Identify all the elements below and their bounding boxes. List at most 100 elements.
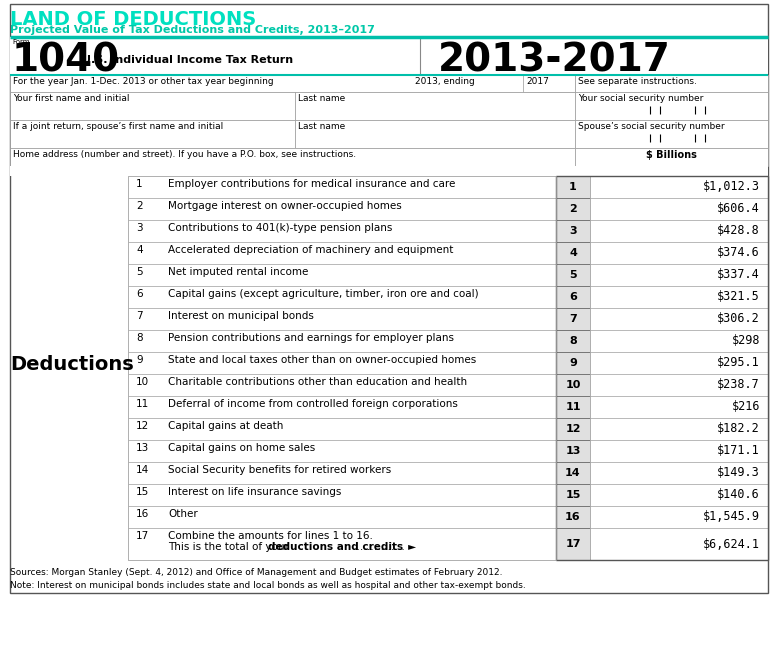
Bar (556, 506, 590, 528)
Text: $1,012.3: $1,012.3 (703, 181, 760, 194)
Bar (556, 330, 590, 352)
Text: Capital gains at death: Capital gains at death (168, 421, 283, 431)
Bar (590, 396, 768, 418)
Text: 3: 3 (136, 223, 142, 233)
Text: 6: 6 (136, 289, 142, 299)
Text: $1,545.9: $1,545.9 (703, 511, 760, 523)
Bar (10, 148, 575, 166)
Bar (128, 308, 556, 330)
Bar (556, 462, 590, 484)
Text: This is the total of your: This is the total of your (168, 542, 292, 552)
Bar (10, 37, 768, 75)
Text: $606.4: $606.4 (717, 202, 760, 216)
Text: Mortgage interest on owner-occupied homes: Mortgage interest on owner-occupied home… (168, 201, 401, 211)
Text: 12: 12 (566, 424, 580, 434)
Bar (128, 176, 556, 198)
Bar (128, 462, 556, 484)
Bar (556, 352, 590, 374)
Text: 9: 9 (136, 355, 142, 365)
Bar (590, 352, 768, 374)
Text: Capital gains (except agriculture, timber, iron ore and coal): Capital gains (except agriculture, timbe… (168, 289, 478, 299)
Text: 16: 16 (565, 512, 581, 522)
Text: Charitable contributions other than education and health: Charitable contributions other than educ… (168, 377, 467, 387)
Text: 2013, ending: 2013, ending (415, 77, 475, 86)
Text: Social Security benefits for retired workers: Social Security benefits for retired wor… (168, 465, 391, 475)
Bar (556, 242, 590, 264)
Text: 17: 17 (136, 531, 149, 541)
Text: 17: 17 (566, 539, 580, 549)
Bar (575, 92, 768, 120)
Bar (575, 148, 768, 166)
Bar (556, 220, 590, 242)
Text: U.S. Individual Income Tax Return: U.S. Individual Income Tax Return (82, 55, 293, 65)
Bar (556, 264, 590, 286)
Text: 8: 8 (136, 333, 142, 343)
Text: $140.6: $140.6 (717, 489, 760, 501)
Text: $298: $298 (731, 335, 760, 347)
Bar (128, 484, 556, 506)
Text: Your social security number: Your social security number (578, 94, 703, 103)
Text: Interest on life insurance savings: Interest on life insurance savings (168, 487, 342, 497)
Text: 10: 10 (136, 377, 149, 387)
Bar (590, 198, 768, 220)
Text: Deferral of income from controlled foreign corporations: Deferral of income from controlled forei… (168, 399, 458, 409)
Bar (590, 264, 768, 286)
Text: Spouse’s social security number: Spouse’s social security number (578, 122, 724, 131)
Text: Combine the amounts for lines 1 to 16.: Combine the amounts for lines 1 to 16. (168, 531, 373, 541)
Text: Net imputed rental income: Net imputed rental income (168, 267, 308, 277)
Text: Interest on municipal bonds: Interest on municipal bonds (168, 311, 314, 321)
Text: Last name: Last name (298, 94, 345, 103)
Text: $337.4: $337.4 (717, 269, 760, 282)
Bar (590, 242, 768, 264)
Text: 11: 11 (566, 402, 580, 412)
Bar (590, 308, 768, 330)
Text: $6,624.1: $6,624.1 (703, 538, 760, 550)
Bar (575, 75, 768, 92)
Text: 1: 1 (136, 179, 142, 189)
Text: 4: 4 (136, 245, 142, 255)
Bar (128, 506, 556, 528)
Bar (128, 198, 556, 220)
Text: 15: 15 (136, 487, 149, 497)
Text: $428.8: $428.8 (717, 224, 760, 237)
Bar (590, 418, 768, 440)
Bar (128, 330, 556, 352)
Bar (556, 286, 590, 308)
Text: Last name: Last name (298, 122, 345, 131)
Bar (590, 462, 768, 484)
Bar (556, 396, 590, 418)
Bar (575, 120, 768, 148)
Text: Contributions to 401(k)-type pension plans: Contributions to 401(k)-type pension pla… (168, 223, 392, 233)
Text: 1040: 1040 (12, 42, 120, 80)
Text: 13: 13 (136, 443, 149, 453)
Bar (10, 92, 295, 120)
Text: State and local taxes other than on owner-occupied homes: State and local taxes other than on owne… (168, 355, 476, 365)
Text: If a joint return, spouse’s first name and initial: If a joint return, spouse’s first name a… (13, 122, 223, 131)
Text: 7: 7 (569, 314, 576, 324)
Bar (128, 220, 556, 242)
Text: 16: 16 (136, 509, 149, 519)
Text: $171.1: $171.1 (717, 444, 760, 458)
Bar (556, 374, 590, 396)
Text: Your first name and initial: Your first name and initial (13, 94, 129, 103)
Bar (590, 176, 768, 198)
Text: Form: Form (12, 39, 30, 45)
Bar (590, 484, 768, 506)
Bar (590, 374, 768, 396)
Text: 2017: 2017 (526, 77, 548, 86)
Bar (128, 352, 556, 374)
Bar (128, 440, 556, 462)
Bar (128, 528, 556, 560)
Text: 3: 3 (569, 226, 576, 236)
Text: 2013-2017: 2013-2017 (438, 42, 671, 80)
Text: …………… ►: …………… ► (352, 542, 416, 552)
Text: Note: Interest on municipal bonds includes state and local bonds as well as hosp: Note: Interest on municipal bonds includ… (10, 581, 526, 590)
Bar (590, 506, 768, 528)
Bar (10, 166, 768, 176)
Text: Projected Value of Tax Deductions and Credits, 2013–2017: Projected Value of Tax Deductions and Cr… (10, 25, 375, 35)
Text: $149.3: $149.3 (717, 466, 760, 480)
Bar (523, 75, 575, 92)
Bar (128, 176, 556, 560)
Text: $216: $216 (731, 401, 760, 413)
Text: 12: 12 (136, 421, 149, 431)
